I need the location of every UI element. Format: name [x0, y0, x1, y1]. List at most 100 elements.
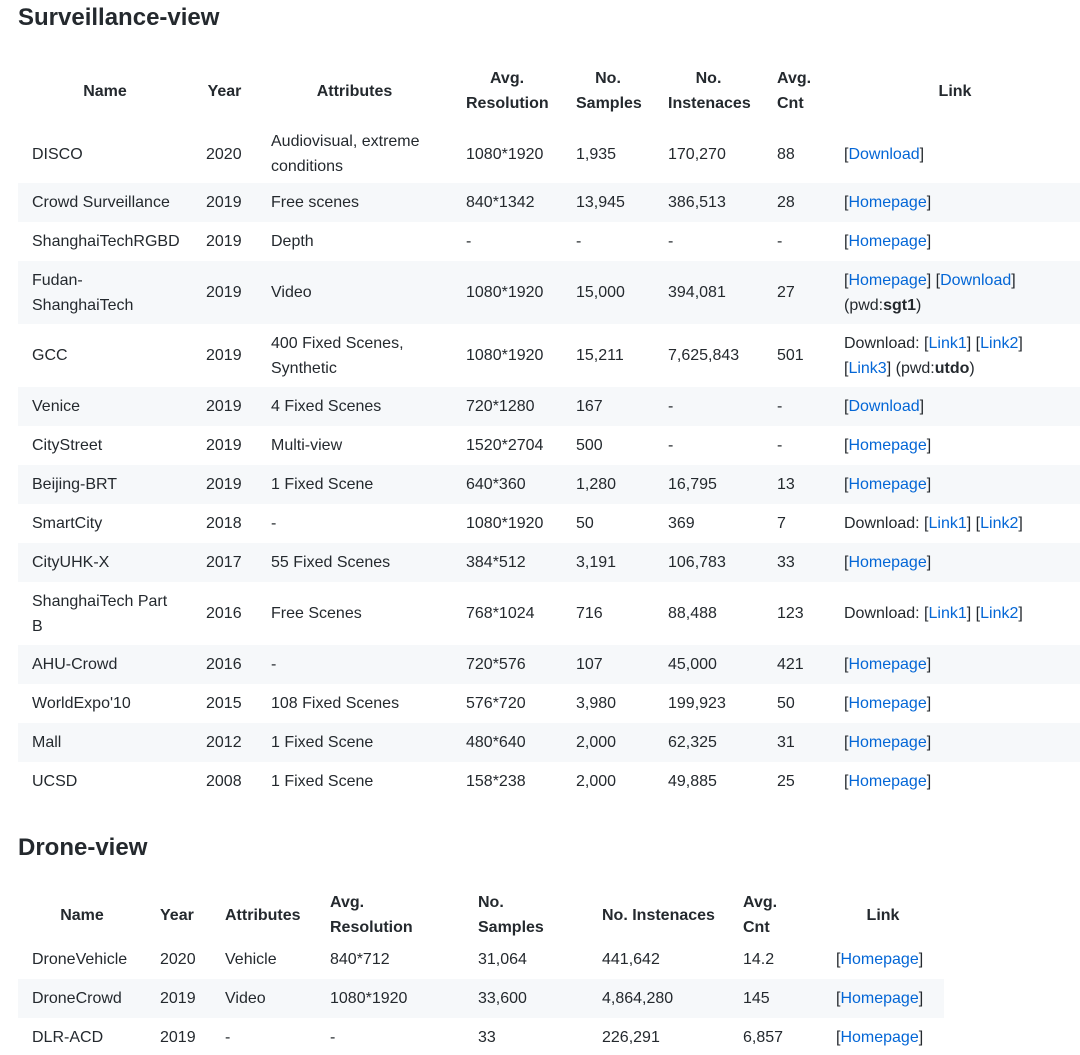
cell-cnt: 421	[777, 656, 804, 673]
bracket: ]	[919, 145, 925, 163]
cell-samples: 2,000	[576, 773, 617, 790]
section-heading-drone: Drone-view	[18, 834, 148, 861]
table-row: WorldExpo'10 2015 108 Fixed Scenes 576*720 3…	[18, 684, 1080, 723]
cell-attributes: -	[271, 656, 277, 673]
link-download[interactable]: Download	[940, 271, 1012, 289]
cell-year: 2019	[206, 476, 242, 493]
link-prefix: Download:	[844, 605, 925, 622]
link-link1[interactable]: Link1	[928, 515, 967, 532]
table-row: SmartCity 2018 - 1080*1920 50 369 7 Download: […	[18, 504, 1080, 543]
cell-link: [Homepage]	[830, 222, 1080, 261]
header-cnt: Avg. Cnt	[777, 70, 812, 112]
link-link3[interactable]: Link3	[848, 359, 887, 377]
cell-name: ShanghaiTechRGBD	[32, 233, 180, 250]
bracket: ]	[886, 359, 892, 377]
cell-instances: 106,783	[668, 554, 726, 571]
link-homepage[interactable]: Homepage	[848, 194, 927, 211]
link-homepage[interactable]: Homepage	[848, 656, 927, 673]
bracket: ]	[1018, 515, 1023, 532]
cell-name: WorldExpo'10	[32, 695, 131, 712]
cell-name: AHU-Crowd	[32, 656, 118, 673]
header-resolution: Avg. Resolution	[330, 894, 413, 936]
link-download[interactable]: Download	[848, 145, 920, 163]
bracket: ]	[966, 515, 972, 532]
cell-cnt: 501	[777, 347, 804, 364]
header-instances: No. Instenaces	[602, 906, 715, 924]
header-name: Name	[60, 906, 104, 924]
bracket: ]	[966, 605, 972, 622]
cell-attributes: 1 Fixed Scene	[271, 773, 374, 790]
bracket: [	[975, 334, 981, 352]
cell-attributes: Free Scenes	[271, 605, 362, 622]
cell-samples: 716	[576, 605, 603, 622]
link-homepage[interactable]: Homepage	[848, 233, 927, 250]
cell-year: 2019	[206, 347, 242, 364]
cell-name: DroneVehicle	[32, 951, 128, 968]
cell-resolution: 840*1342	[466, 194, 535, 211]
header-year: Year	[207, 82, 242, 100]
bracket: ]	[926, 554, 932, 571]
section-heading-surveillance: Surveillance-view	[18, 4, 220, 31]
header-attributes: Attributes	[316, 82, 393, 100]
cell-resolution: 158*238	[466, 773, 526, 790]
bracket: [	[844, 145, 849, 163]
cell-link: Download: [Link1] [Link2] [Link3] (pwd:u…	[830, 324, 1080, 387]
cell-instances: 16,795	[668, 476, 717, 493]
link-link2[interactable]: Link2	[980, 515, 1019, 532]
cell-cnt: 13	[777, 476, 795, 493]
cell-attributes: 400 Fixed Scenes, Synthetic	[271, 334, 404, 377]
drone-table: Name Year Attributes Avg. Resolution No.…	[18, 890, 944, 1055]
cell-year: 2015	[206, 695, 242, 712]
link-homepage[interactable]: Homepage	[848, 476, 927, 493]
cell-samples: 3,980	[576, 695, 617, 712]
cell-attributes: 4 Fixed Scenes	[271, 398, 382, 415]
link-link1[interactable]: Link1	[928, 605, 967, 622]
cell-year: 2012	[206, 734, 242, 751]
link-download[interactable]: Download	[848, 398, 920, 415]
cell-year: 2020	[206, 145, 242, 163]
link-homepage[interactable]: Homepage	[848, 271, 927, 289]
cell-samples: 15,211	[576, 347, 624, 364]
header-cnt: Avg. Cnt	[743, 894, 778, 936]
link-homepage[interactable]: Homepage	[848, 554, 927, 571]
cell-cnt: 88	[777, 145, 795, 163]
link-homepage[interactable]: Homepage	[848, 437, 927, 454]
cell-instances: 62,325	[668, 734, 717, 751]
table-row: Fudan-ShanghaiTech 2019 Video 1080*1920 15,0…	[18, 261, 1080, 324]
cell-attributes: Video	[271, 284, 312, 301]
cell-name: Crowd Surveillance	[32, 194, 170, 211]
header-attributes: Attributes	[225, 906, 301, 924]
link-link2[interactable]: Link2	[980, 334, 1019, 352]
cell-samples: 167	[576, 398, 603, 415]
link-homepage[interactable]: Homepage	[848, 773, 927, 790]
password-note: (pwd:	[895, 359, 935, 377]
cell-link: [Download]	[830, 125, 1080, 183]
cell-year: 2019	[206, 437, 242, 454]
cell-cnt: 6,857	[743, 1029, 784, 1046]
cell-resolution: 640*360	[466, 476, 526, 493]
cell-resolution: -	[330, 1029, 336, 1046]
table-row: CityStreet 2019 Multi-view 1520*2704 500 - - [H…	[18, 426, 1080, 465]
link-link1[interactable]: Link1	[928, 334, 967, 352]
link-homepage[interactable]: Homepage	[848, 695, 927, 712]
cell-year: 2019	[206, 194, 242, 211]
link-homepage[interactable]: Homepage	[840, 951, 919, 968]
link-homepage[interactable]: Homepage	[848, 734, 927, 751]
table-header-row: Name Year Attributes Avg. Resolution No.…	[18, 890, 944, 940]
cell-link: [Homepage]	[830, 684, 1080, 723]
link-homepage[interactable]: Homepage	[840, 1029, 919, 1046]
cell-attributes: 1 Fixed Scene	[271, 476, 374, 493]
cell-link: [Homepage]	[830, 426, 1080, 465]
cell-samples: 500	[576, 437, 603, 454]
cell-year: 2019	[160, 990, 196, 1007]
cell-attributes: 108 Fixed Scenes	[271, 695, 400, 712]
bracket: ]	[926, 773, 932, 790]
table-row: Beijing-BRT 2019 1 Fixed Scene 640*360 1,280…	[18, 465, 1080, 504]
cell-resolution: 1080*1920	[466, 347, 544, 364]
cell-name: SmartCity	[32, 515, 103, 532]
link-link2[interactable]: Link2	[980, 605, 1019, 622]
link-homepage[interactable]: Homepage	[840, 990, 919, 1007]
cell-resolution: 1080*1920	[330, 990, 408, 1007]
cell-resolution: 720*1280	[466, 398, 535, 415]
cell-name: DLR-ACD	[32, 1029, 104, 1046]
